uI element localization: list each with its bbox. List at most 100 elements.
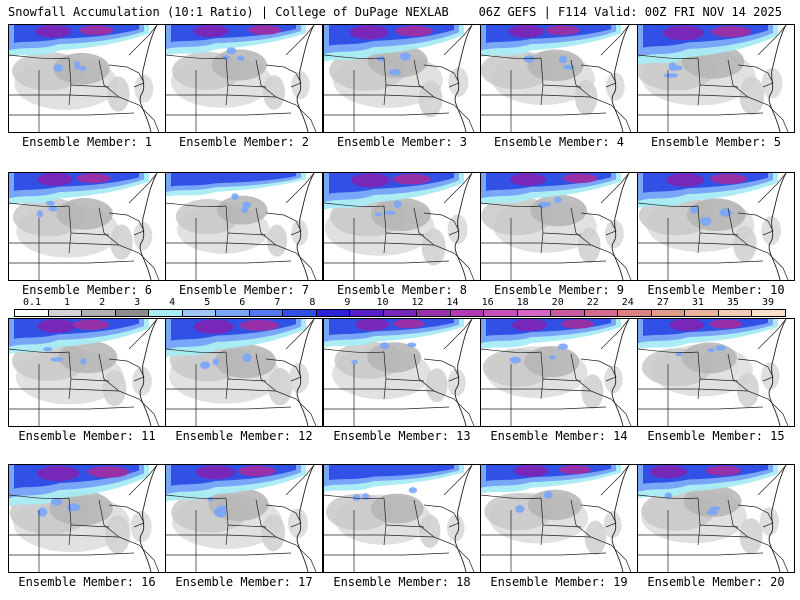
colorbar-tick-label: 24 xyxy=(621,297,634,308)
colorbar-swatch xyxy=(484,310,518,316)
snowfall-map-svg xyxy=(481,319,637,426)
ensemble-panel: Ensemble Member: 14 xyxy=(480,318,638,448)
snowfall-map xyxy=(165,24,323,133)
colorbar-swatch xyxy=(249,310,284,316)
snowfall-map xyxy=(323,172,481,281)
snowfall-map-svg xyxy=(638,173,794,280)
colorbar-swatch xyxy=(517,310,552,316)
colorbar-tick-label: 20 xyxy=(551,297,564,308)
snowfall-map xyxy=(165,318,323,427)
colorbar-tick-label: 10 xyxy=(376,297,389,308)
ensemble-member-label: Ensemble Member: 5 xyxy=(650,135,782,149)
colorbar-tick-label: 0.1 xyxy=(22,297,42,308)
ensemble-member-label: Ensemble Member: 8 xyxy=(336,283,468,297)
snowfall-map xyxy=(480,24,638,133)
ensemble-panel: Ensemble Member: 13 xyxy=(323,318,481,448)
colorbar-swatch xyxy=(15,310,49,316)
colorbar-swatch xyxy=(718,310,753,316)
snowfall-map-svg xyxy=(638,465,794,572)
colorbar-swatch xyxy=(149,310,183,316)
ensemble-panel: Ensemble Member: 20 xyxy=(637,464,795,594)
colorbar-swatch xyxy=(584,310,619,316)
snowfall-colorbar: 0.1 1 2 3 4 5 6 7 8 9 10 12 14 16 18 20 22 24 27 31 35 39 xyxy=(14,297,786,319)
colorbar-tick-label: 3 xyxy=(134,297,141,308)
colorbar-swatch xyxy=(685,310,719,316)
colorbar-tick-label: 6 xyxy=(239,297,246,308)
snowfall-map-svg xyxy=(166,465,322,572)
snowfall-map xyxy=(480,464,638,573)
colorbar-swatch xyxy=(82,310,116,316)
colorbar-swatch xyxy=(618,310,652,316)
snowfall-map-svg xyxy=(481,25,637,132)
ensemble-panel: Ensemble Member: 4 xyxy=(480,24,638,154)
snowfall-map xyxy=(165,172,323,281)
ensemble-member-label: Ensemble Member: 18 xyxy=(333,575,471,589)
ensemble-member-label: Ensemble Member: 19 xyxy=(490,575,628,589)
colorbar-tick-label: 35 xyxy=(726,297,739,308)
ensemble-member-label: Ensemble Member: 10 xyxy=(647,283,785,297)
colorbar-swatch xyxy=(350,310,384,316)
colorbar-tick-label: 31 xyxy=(691,297,704,308)
ensemble-panel: Ensemble Member: 18 xyxy=(323,464,481,594)
colorbar-tick-label: 27 xyxy=(656,297,669,308)
snowfall-map-svg xyxy=(9,319,165,426)
snowfall-map-svg xyxy=(324,319,480,426)
colorbar-swatch xyxy=(182,310,217,316)
ensemble-panel: Ensemble Member: 15 xyxy=(637,318,795,448)
ensemble-panel: Ensemble Member: 5 xyxy=(637,24,795,154)
snowfall-map xyxy=(637,318,795,427)
snowfall-map-svg xyxy=(166,25,322,132)
snowfall-map xyxy=(165,464,323,573)
colorbar-swatch xyxy=(752,310,785,316)
colorbar-tick-label: 9 xyxy=(344,297,351,308)
snowfall-map-svg xyxy=(9,173,165,280)
colorbar-tick-label: 18 xyxy=(516,297,529,308)
colorbar-labels: 0.1 1 2 3 4 5 6 7 8 9 10 12 14 16 18 20 22 24 27 31 35 39 xyxy=(14,297,786,309)
snowfall-map xyxy=(323,318,481,427)
page-title: Snowfall Accumulation (10:1 Ratio) | Col… xyxy=(8,5,449,19)
ensemble-member-label: Ensemble Member: 17 xyxy=(175,575,313,589)
snowfall-map xyxy=(637,24,795,133)
ensemble-member-label: Ensemble Member: 6 xyxy=(21,283,153,297)
colorbar-tick-label: 14 xyxy=(446,297,459,308)
colorbar-tick-label: 12 xyxy=(411,297,424,308)
colorbar-tick-label: 22 xyxy=(586,297,599,308)
ensemble-panel: Ensemble Member: 6 xyxy=(8,172,166,302)
colorbar-tick-label: 5 xyxy=(204,297,211,308)
ensemble-panel: Ensemble Member: 16 xyxy=(8,464,166,594)
snowfall-map-svg xyxy=(481,465,637,572)
colorbar-swatch xyxy=(316,310,351,316)
colorbar-swatch xyxy=(651,310,686,316)
ensemble-member-label: Ensemble Member: 20 xyxy=(647,575,785,589)
colorbar-tick-label: 8 xyxy=(309,297,316,308)
ensemble-member-label: Ensemble Member: 9 xyxy=(493,283,625,297)
ensemble-panel: Ensemble Member: 3 xyxy=(323,24,481,154)
ensemble-member-label: Ensemble Member: 15 xyxy=(647,429,785,443)
ensemble-member-label: Ensemble Member: 16 xyxy=(18,575,156,589)
ensemble-panel: Ensemble Member: 11 xyxy=(8,318,166,448)
snowfall-map xyxy=(637,464,795,573)
snowfall-map-svg xyxy=(166,319,322,426)
colorbar-swatch xyxy=(283,310,317,316)
snowfall-map xyxy=(8,318,166,427)
ensemble-panel: Ensemble Member: 17 xyxy=(165,464,323,594)
colorbar-swatch xyxy=(383,310,418,316)
ensemble-member-label: Ensemble Member: 1 xyxy=(21,135,153,149)
snowfall-map xyxy=(8,464,166,573)
snowfall-map-svg xyxy=(166,173,322,280)
ensemble-panel: Ensemble Member: 9 xyxy=(480,172,638,302)
snowfall-map-svg xyxy=(638,25,794,132)
ensemble-member-label: Ensemble Member: 12 xyxy=(175,429,313,443)
snowfall-map-svg xyxy=(638,319,794,426)
ensemble-panel: Ensemble Member: 1 xyxy=(8,24,166,154)
colorbar-swatch xyxy=(450,310,485,316)
snowfall-map xyxy=(8,24,166,133)
snowfall-map xyxy=(323,24,481,133)
ensemble-panel: Ensemble Member: 19 xyxy=(480,464,638,594)
ensemble-member-label: Ensemble Member: 2 xyxy=(178,135,310,149)
ensemble-member-label: Ensemble Member: 14 xyxy=(490,429,628,443)
colorbar-swatch xyxy=(115,310,150,316)
ensemble-panel: Ensemble Member: 7 xyxy=(165,172,323,302)
snowfall-map-svg xyxy=(481,173,637,280)
ensemble-member-label: Ensemble Member: 11 xyxy=(18,429,156,443)
